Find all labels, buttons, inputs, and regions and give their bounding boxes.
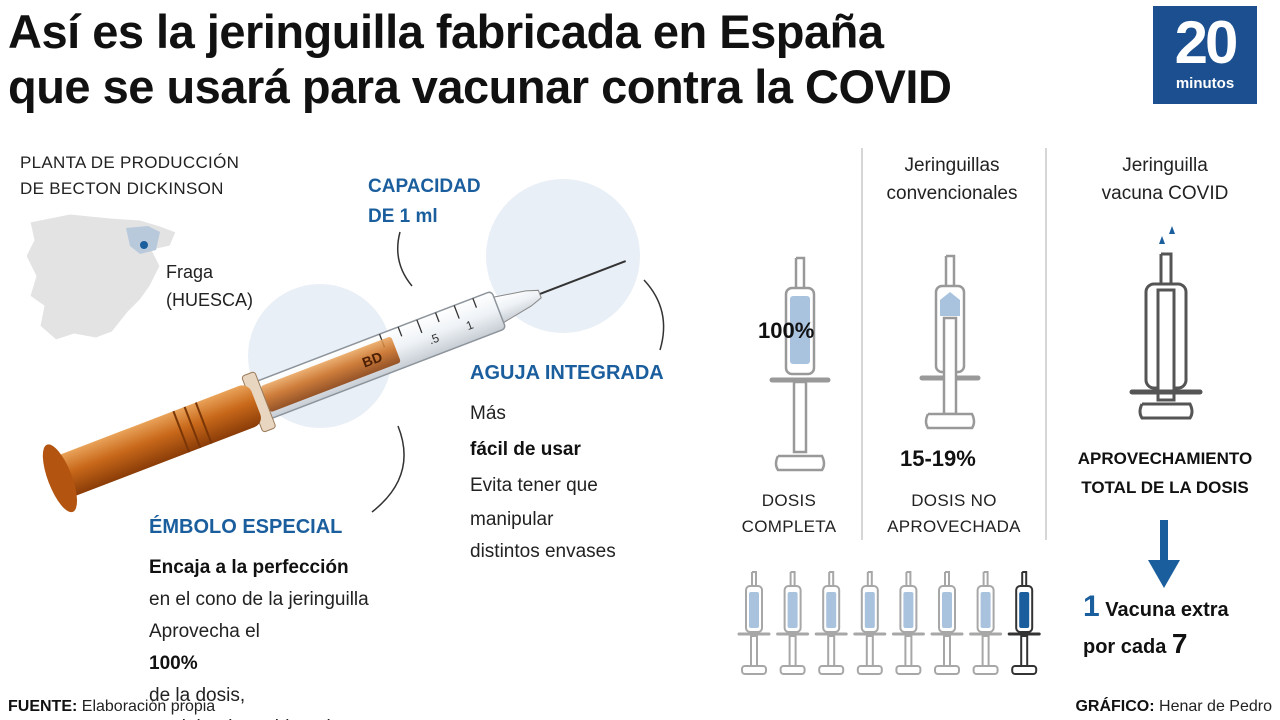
needle-description: Más fácil de usar Evita tener que manipu… [470,396,616,568]
location-label: Fraga (HUESCA) [166,258,253,314]
footer-source-label: FUENTE: [8,698,78,715]
plunger-callout-line [371,425,405,513]
small-syringe [776,571,810,675]
needle-avoid-1: Evita tener que [470,475,598,496]
extra-dose-note: 1 Vacuna extra por cada 7 [1083,590,1229,664]
syringe-brand: BD [360,348,385,370]
plunger-use-suffix: de la dosis, [149,685,246,706]
title-line-1: Así es la jeringuilla fabricada en Españ… [8,5,884,58]
needle-title: AGUJA INTEGRADA [470,362,664,384]
extra-number-2: 7 [1171,628,1188,659]
small-syringe [814,571,848,675]
footer-graphic-label: GRÁFICO: [1075,698,1155,715]
syringe-mark-b: 1 [464,317,476,333]
conventional-head-1: Jeringuillas [904,155,1000,176]
location-province: (HUESCA) [166,290,254,310]
capacity-line-2: DE 1 ml [368,206,438,227]
total-use-label-1: APROVECHAMIENTO [1077,449,1253,468]
footer-graphic-value: Henar de Pedro [1159,698,1272,715]
plunger-use-bold: 100% [149,653,198,674]
covid-head-1: Jeringuilla [1122,155,1208,176]
small-syringe [737,571,771,675]
footer-source: FUENTE: Elaboración propia [8,698,215,716]
logo-number: 20 [1174,9,1239,76]
wasted-dose-label: DOSIS NO APROVECHADA [872,488,1036,540]
small-syringe [930,571,964,675]
plunger-use-prefix: Aprovecha el [149,621,260,642]
plunger-fit-bold-text: Encaja a la perfección [149,557,349,578]
logo-word: minutos [1175,75,1235,92]
wasted-dose-label-1: DOSIS NO [911,491,997,510]
covid-heading: Jeringuilla vacuna COVID [1070,152,1260,208]
plant-label: PLANTA DE PRODUCCIÓN DE BECTON DICKINSON [20,150,239,202]
small-syringe [891,571,925,675]
needle-easy-line: Más fácil de usar [470,396,616,468]
fraga-location-dot [140,241,148,249]
needle-avoid-3: distintos envases [470,541,616,562]
extra-line-2: por cada 7 [1083,627,1229,664]
plunger-fit-rest: en el cono de la jeringuilla [149,589,369,610]
full-dose-label: DOSIS COMPLETA [728,488,850,540]
plunger-description: Encaja a la perfección en el cono de la … [149,552,373,720]
total-use-label-2: TOTAL DE LA DOSIS [1081,478,1249,497]
small-syringe [969,571,1003,675]
needle-callout-line [643,279,665,351]
small-syringes-row [737,571,1041,675]
page-title: Así es la jeringuilla fabricada en Españ… [8,4,1138,114]
main-syringe: .5 1 BD [42,260,627,513]
small-syringe-highlighted [1007,571,1041,675]
extra-text-1: Vacuna extra [1105,599,1229,621]
extra-number: 1 [1083,590,1100,623]
needle-avoid-2: manipular [470,509,554,530]
total-use-label: APROVECHAMIENTO TOTAL DE LA DOSIS [1058,444,1272,502]
extra-text-2: por cada [1083,636,1167,658]
plunger-fit-bold: Encaja a la perfección [149,552,373,584]
wasted-dose-percent: 15-19% [900,446,976,471]
title-line-2: que se usará para vacunar contra la COVI… [8,60,952,113]
extra-line-1: 1 Vacuna extra [1083,590,1229,627]
full-dose-label-1: DOSIS [761,491,817,510]
plant-line-1: PLANTA DE PRODUCCIÓN [20,153,240,172]
footer-graphic: GRÁFICO: Henar de Pedro [1075,698,1272,716]
covid-syringe-icon [1129,226,1203,420]
down-arrow-icon [1148,520,1180,588]
capacity-label: CAPACIDAD DE 1 ml [368,172,481,232]
capacity-line-1: CAPACIDAD [368,176,481,197]
location-city: Fraga [166,262,214,282]
needle-easy-prefix: Más [470,403,506,424]
footer-source-value: Elaboración propia [81,698,216,715]
wasted-dose-label-2: APROVECHADA [887,517,1021,536]
small-syringe [853,571,887,675]
conventional-head-2: convencionales [886,183,1018,204]
covid-head-2: vacuna COVID [1101,183,1229,204]
full-dose-label-2: COMPLETA [741,517,837,536]
needle-easy-bold: fácil de usar [470,439,581,460]
plunger-use-line: Aprovecha el 100% de la dosis, [149,616,373,712]
plant-line-2: DE BECTON DICKINSON [20,179,224,198]
capacity-callout-line [397,231,413,287]
plunger-no-residue: no dejando residuo alguno [149,712,373,720]
full-dose-percent: 100% [758,318,815,343]
spain-map [25,213,177,341]
conventional-heading: Jeringuillas convencionales [863,152,1041,208]
full-dose-syringe-icon [769,256,831,472]
20minutos-logo: 20 minutos [1153,6,1257,104]
conventional-syringe-icon [919,254,981,430]
plunger-title: ÉMBOLO ESPECIAL [149,516,343,538]
